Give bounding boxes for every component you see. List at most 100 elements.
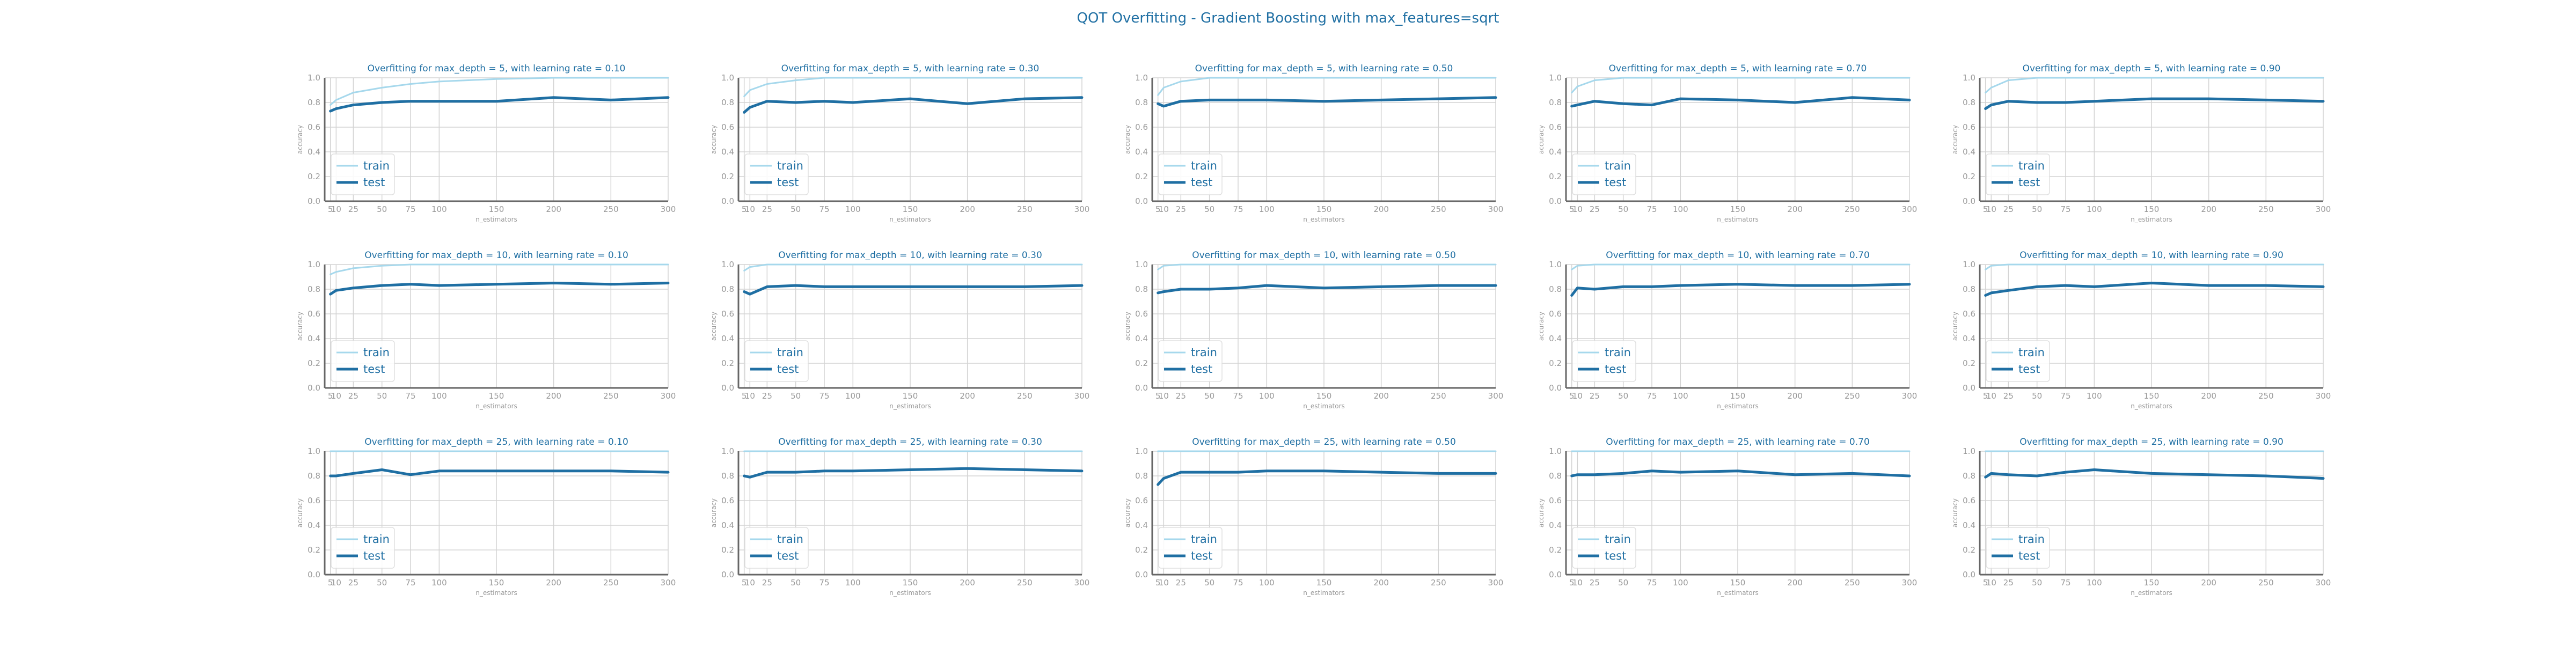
x-tick-label: 150 — [489, 578, 504, 588]
y-tick-label: 0.0 — [308, 383, 320, 393]
x-tick-label: 200 — [1787, 391, 1803, 401]
legend-label-test: test — [1191, 176, 1212, 189]
legend-box — [331, 340, 395, 382]
subplot-title: Overfitting for max_depth = 25, with lea… — [2019, 437, 2284, 447]
legend-box — [1158, 527, 1223, 569]
legend: train test — [744, 527, 809, 569]
series-line-test — [329, 468, 670, 478]
y-tick-label: 0.6 — [1135, 309, 1148, 319]
x-tick-label: 50 — [1618, 578, 1628, 588]
x-tick-label: 75 — [2060, 578, 2070, 588]
x-tick-label: 5 — [1155, 204, 1161, 214]
y-tick-label: 0.0 — [1549, 196, 1562, 206]
x-tick-label: 25 — [1176, 391, 1186, 401]
y-tick-label: 0.8 — [308, 98, 320, 107]
x-tick-label: 250 — [2258, 204, 2274, 214]
legend: train test — [1572, 340, 1636, 382]
x-tick-label: 25 — [2003, 391, 2014, 401]
x-tick-label: 300 — [1902, 578, 1918, 588]
y-tick-label: 0.0 — [1549, 383, 1562, 393]
legend-label-train: train — [777, 159, 803, 172]
y-tick-label: 1.0 — [721, 73, 734, 83]
y-tick-label: 0.6 — [721, 122, 734, 132]
y-tick-label: 0.0 — [308, 570, 320, 579]
x-tick-label: 25 — [1590, 578, 1600, 588]
subplot-12: 510 25 50 75 100 150 200 250 300 0.0 0.2 0.4 0.6 0.8 1… — [710, 437, 1089, 597]
x-axis-label: n_estimators — [1303, 402, 1345, 410]
subplot-8: 510 25 50 75 100 150 200 250 300 0.0 0.2 0.4 0.6 0.8 1… — [1124, 250, 1503, 410]
x-tick-label: 200 — [2201, 391, 2216, 401]
y-tick-label: 0.2 — [1549, 172, 1562, 181]
y-tick-label: 0.4 — [1135, 520, 1148, 530]
y-axis-label: accuracy — [710, 125, 718, 154]
x-tick-label: 150 — [1730, 204, 1746, 214]
x-tick-label: 10 — [1986, 204, 1996, 214]
y-tick-label: 0.4 — [721, 334, 734, 343]
y-tick-label: 0.6 — [308, 122, 320, 132]
x-tick-label: 100 — [1673, 204, 1688, 214]
y-tick-label: 0.8 — [1135, 284, 1148, 294]
x-tick-label: 25 — [348, 391, 358, 401]
legend-label-train: train — [777, 346, 803, 359]
series-line-train — [1157, 263, 1497, 270]
legend-label-train: train — [1605, 346, 1631, 359]
x-tick-label: 75 — [1646, 204, 1657, 214]
x-tick-label: 150 — [903, 578, 918, 588]
series-line-train — [1985, 77, 2324, 94]
subplot-6: 510 25 50 75 100 150 200 250 300 0.0 0.2 0.4 0.6 0.8 1… — [296, 250, 676, 410]
y-axis-label: accuracy — [1124, 125, 1131, 154]
y-tick-label: 0.2 — [1963, 358, 1975, 368]
x-tick-label: 100 — [2087, 204, 2102, 214]
legend-box — [1986, 527, 2050, 569]
x-axis-label: n_estimators — [1717, 589, 1759, 597]
legend-label-test: test — [1605, 176, 1626, 189]
x-tick-label: 150 — [489, 391, 504, 401]
y-axis-label: accuracy — [1124, 312, 1131, 341]
y-tick-label: 0.8 — [721, 284, 734, 294]
x-tick-label: 10 — [1572, 391, 1583, 401]
x-tick-label: 200 — [546, 391, 561, 401]
y-tick-label: 1.0 — [308, 73, 320, 83]
y-axis-label: accuracy — [296, 312, 304, 341]
y-tick-label: 0.8 — [1963, 284, 1975, 294]
y-tick-label: 0.2 — [1963, 172, 1975, 181]
x-tick-label: 75 — [1233, 578, 1243, 588]
x-tick-label: 50 — [791, 578, 801, 588]
y-tick-label: 0.0 — [1549, 570, 1562, 579]
x-tick-label: 250 — [603, 391, 619, 401]
x-axis-label: n_estimators — [2131, 402, 2172, 410]
subplot-5: 510 25 50 75 100 150 200 250 300 0.0 0.2 0.4 0.6 0.8 1… — [1951, 63, 2331, 223]
y-tick-label: 0.2 — [308, 358, 320, 368]
x-tick-label: 25 — [1590, 204, 1600, 214]
legend-label-test: test — [777, 176, 799, 189]
x-tick-label: 10 — [331, 204, 341, 214]
subplot-3: 510 25 50 75 100 150 200 250 300 0.0 0.2 0.4 0.6 0.8 1… — [1124, 63, 1503, 223]
x-tick-label: 250 — [1431, 578, 1446, 588]
x-tick-label: 100 — [845, 204, 861, 214]
x-tick-label: 200 — [960, 391, 975, 401]
x-tick-label: 150 — [903, 391, 918, 401]
subplot-13: 510 25 50 75 100 150 200 250 300 0.0 0.2 0.4 0.6 0.8 1… — [1124, 437, 1503, 597]
x-tick-label: 250 — [603, 578, 619, 588]
x-tick-label: 300 — [1074, 391, 1090, 401]
x-tick-label: 10 — [1572, 204, 1583, 214]
subplot-title: Overfitting for max_depth = 10, with lea… — [778, 250, 1042, 261]
subplot-title: Overfitting for max_depth = 5, with lear… — [1609, 63, 1867, 74]
y-tick-label: 1.0 — [1963, 260, 1975, 269]
legend-label-test: test — [2018, 363, 2040, 376]
x-tick-label: 200 — [2201, 578, 2216, 588]
subplot-7: 510 25 50 75 100 150 200 250 300 0.0 0.2 0.4 0.6 0.8 1… — [710, 250, 1089, 410]
y-tick-label: 0.2 — [308, 545, 320, 555]
legend-box — [1572, 340, 1636, 382]
x-axis-label: n_estimators — [2131, 216, 2172, 223]
y-tick-label: 0.8 — [308, 284, 320, 294]
x-tick-label: 250 — [1845, 391, 1860, 401]
subplot-title: Overfitting for max_depth = 25, with lea… — [1606, 437, 1870, 447]
x-tick-label: 5 — [328, 204, 333, 214]
y-tick-label: 0.8 — [721, 471, 734, 481]
x-tick-label: 5 — [1155, 391, 1161, 401]
y-tick-label: 0.0 — [721, 196, 734, 206]
x-tick-label: 100 — [1673, 578, 1688, 588]
x-tick-label: 50 — [1204, 578, 1214, 588]
y-tick-label: 0.4 — [1549, 147, 1562, 157]
